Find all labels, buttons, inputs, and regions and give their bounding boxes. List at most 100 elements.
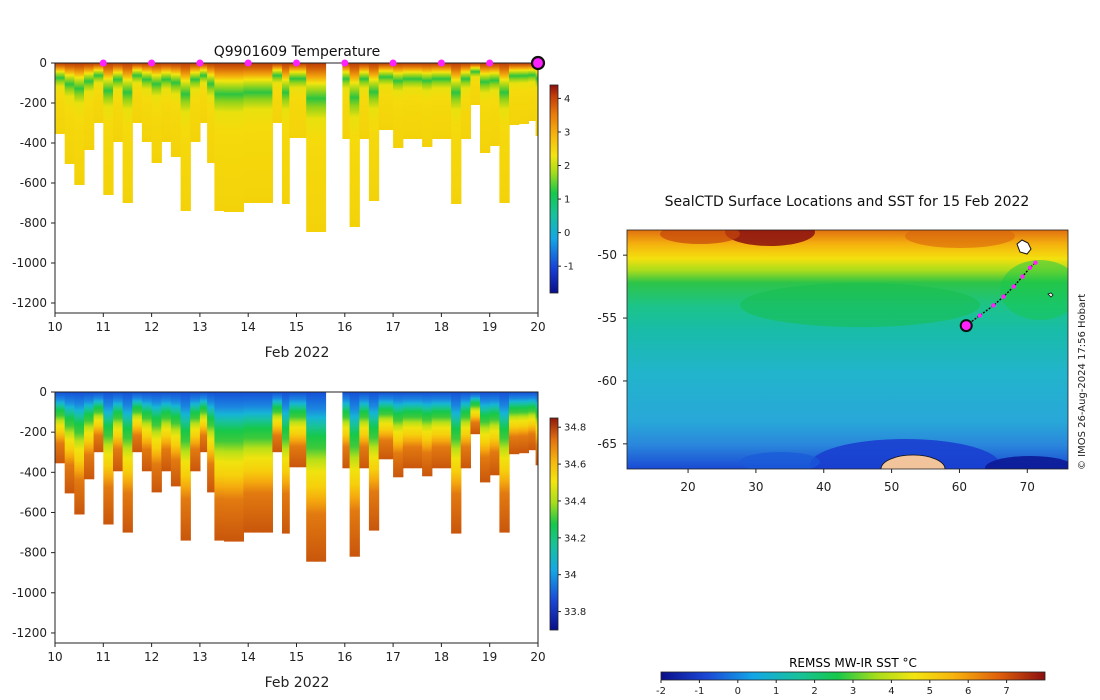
colorbar-tick-label: 0	[564, 228, 570, 239]
surface-location-marker	[99, 59, 107, 67]
temperature-profile-column	[289, 63, 298, 138]
temperature-profile-column	[74, 63, 85, 185]
y-tick-label: -800	[20, 216, 47, 230]
salinity-profile-column	[180, 392, 191, 541]
salinity-profile-column	[509, 392, 520, 455]
map-y-tick-label: -65	[597, 437, 617, 451]
track-point	[1033, 260, 1038, 265]
temperature-profile-column	[509, 63, 520, 125]
sst-colorbar-ticks: -2 -1 0 1 2 3 4 5 6 7	[656, 680, 1010, 697]
temperature-profile-column	[441, 63, 452, 139]
map-title: SealCTD Surface Locations and SST for 15…	[665, 194, 1030, 210]
salinity-profile-column	[64, 392, 75, 494]
colorbar-tick-label: 1	[564, 195, 570, 206]
x-tick-label: 10	[47, 320, 62, 334]
map-x-tick-label: 60	[952, 480, 967, 494]
temperature-profile-column	[243, 63, 254, 203]
temperature-profile-column	[315, 63, 327, 232]
map-x-tick-label: 20	[680, 480, 695, 494]
sst-colorbar-tick-label: 3	[850, 686, 856, 697]
salinity-profile-column	[170, 392, 182, 487]
y-tick-label: -600	[20, 505, 47, 519]
x-tick-label: 18	[434, 650, 449, 664]
salinity-profile-column	[55, 392, 66, 464]
temperature-profile-column	[170, 63, 182, 157]
salinity-axes: 10 11 12 13 14 15 16 17 18 19 20 0 -200 -400 -600 -800 -…	[12, 385, 546, 664]
track-point	[1020, 274, 1025, 279]
sst-colorbar-tick-label: 5	[927, 686, 933, 697]
temperature-profile-column	[103, 63, 114, 195]
x-tick-label: 13	[192, 320, 207, 334]
salinity-profile-column	[161, 392, 172, 472]
temperature-profile-column	[207, 63, 215, 163]
sst-cold-patch	[985, 456, 1068, 469]
temperature-profile-column	[93, 63, 104, 123]
map-frame	[626, 229, 1069, 470]
temperature-axes: 10 11 12 13 14 15 16 17 18 19 20 0 -200 -400 -600 -800 -…	[12, 56, 546, 334]
sst-warm-patch	[660, 230, 740, 244]
surface-location-marker	[148, 59, 156, 67]
sst-colorbar-tick-label: 4	[888, 686, 894, 697]
salinity-profile-column	[359, 392, 370, 469]
salinity-profile-column	[489, 392, 500, 476]
x-tick-label: 18	[434, 320, 449, 334]
temperature-profile-columns	[55, 63, 538, 232]
temperature-profile-column	[393, 63, 404, 148]
temperature-profile-column	[253, 63, 264, 203]
x-tick-label: 16	[337, 650, 352, 664]
salinity-profile-columns	[55, 392, 538, 562]
salinity-profile-column	[528, 392, 537, 451]
temperature-profile-column	[233, 63, 244, 212]
map-y-tick-label: -55	[597, 311, 617, 325]
salinity-colorbar-ticks: 34.8 34.6 34.4 34.2 34 33.8	[558, 423, 586, 618]
salinity-colorbar	[549, 417, 559, 631]
y-tick-label: -400	[20, 136, 47, 150]
x-tick-label: 14	[241, 320, 256, 334]
temperature-profile-column	[214, 63, 225, 211]
x-tick-label: 10	[47, 650, 62, 664]
salinity-xlabel: Feb 2022	[265, 675, 330, 691]
temperature-profile-column	[451, 63, 462, 204]
sst-map-panel: SealCTD Surface Locations and SST for 15…	[597, 194, 1088, 697]
sst-colorbar-tick-label: 2	[811, 686, 817, 697]
temperature-profile-column	[190, 63, 201, 142]
temperature-profile-column	[122, 63, 133, 203]
x-tick-label: 19	[482, 650, 497, 664]
temperature-profile-column	[460, 63, 471, 139]
temperature-profile-column	[378, 63, 387, 130]
sst-warm-patch	[725, 230, 815, 246]
map-x-tick-label: 40	[816, 480, 831, 494]
sst-cold-patch	[740, 452, 820, 469]
salinity-panel: 10 11 12 13 14 15 16 17 18 19 20 0 -200 -400 -600 -800 -…	[12, 385, 586, 691]
x-tick-label: 17	[385, 650, 400, 664]
sst-background	[627, 230, 1068, 469]
y-tick-label: 0	[39, 56, 47, 70]
y-tick-label: -1200	[12, 296, 47, 310]
salinity-profile-column	[243, 392, 254, 533]
x-tick-label: 11	[96, 650, 111, 664]
temperature-profile-column	[402, 63, 414, 139]
salinity-profile-column	[214, 392, 225, 541]
track-point	[1001, 294, 1006, 299]
salinity-profile-column	[470, 392, 481, 435]
temperature-profile-column	[282, 63, 290, 204]
map-x-tick-label: 30	[748, 480, 763, 494]
salinity-profile-column	[207, 392, 215, 493]
temperature-profile-column	[480, 63, 491, 153]
temperature-profile-column	[359, 63, 370, 139]
credit-label: © IMOS 26-Aug-2024 17:56 Hobart	[1077, 294, 1088, 470]
y-tick-label: -1000	[12, 256, 47, 270]
colorbar-tick-label: 34.4	[564, 496, 586, 507]
x-tick-label: 12	[144, 320, 159, 334]
x-tick-label: 14	[241, 650, 256, 664]
temperature-panel: Q9901609 Temperature 10 11 12 13 14 15 16 17 18 1…	[12, 44, 574, 361]
salinity-profile-column	[460, 392, 471, 469]
salinity-profile-column	[253, 392, 264, 533]
x-tick-label: 19	[482, 320, 497, 334]
map-x-tick-label: 70	[1020, 480, 1035, 494]
y-tick-label: -800	[20, 546, 47, 560]
temperature-profile-column	[385, 63, 394, 130]
salinity-profile-column	[233, 392, 244, 542]
salinity-profile-column	[132, 392, 143, 453]
